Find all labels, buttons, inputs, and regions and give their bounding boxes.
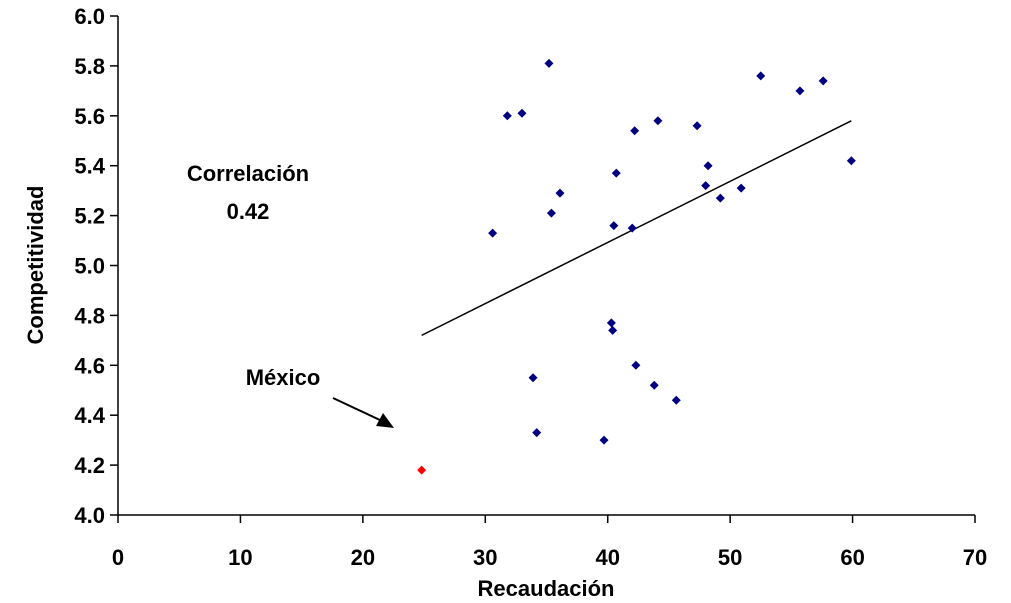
mexico-label: México [246, 365, 321, 390]
data-point [546, 208, 556, 218]
data-point [631, 360, 641, 370]
x-tick-label: 70 [963, 545, 987, 570]
y-tick-label: 5.0 [74, 254, 105, 279]
data-point [846, 156, 856, 166]
data-point [653, 116, 663, 126]
mexico-point [417, 465, 427, 475]
mexico-arrow [332, 397, 394, 428]
x-axis-title: Recaudación [478, 576, 615, 601]
data-point [609, 221, 619, 231]
data-point [627, 223, 637, 233]
y-axis-ticks: 4.0 4.2 4.4 4.6 4.8 5.0 5.2 5.4 5.6 5.8 6.0 [74, 4, 118, 528]
data-point [608, 325, 618, 335]
y-axis-title: Competitividad [23, 186, 48, 345]
x-tick-label: 10 [228, 545, 252, 570]
data-points [417, 58, 856, 475]
correlation-value: 0.42 [227, 199, 270, 224]
data-point [528, 373, 538, 383]
data-point [795, 86, 805, 96]
data-point [701, 181, 711, 191]
y-tick-label: 4.6 [74, 353, 105, 378]
y-tick-label: 5.4 [74, 154, 105, 179]
data-point [532, 428, 542, 438]
x-tick-label: 60 [840, 545, 864, 570]
data-point [692, 121, 702, 131]
data-point [736, 183, 746, 193]
y-tick-label: 4.0 [74, 503, 105, 528]
data-point [703, 161, 713, 171]
y-tick-label: 6.0 [74, 4, 105, 29]
data-point [818, 76, 828, 86]
y-tick-label: 5.2 [74, 204, 105, 229]
data-point [599, 435, 609, 445]
data-point [555, 188, 565, 198]
data-point [502, 111, 512, 121]
data-point [517, 108, 527, 118]
data-point [544, 58, 554, 68]
x-tick-label: 0 [112, 545, 124, 570]
y-tick-label: 4.2 [74, 453, 105, 478]
y-tick-label: 4.8 [74, 303, 105, 328]
y-tick-label: 5.8 [74, 54, 105, 79]
x-tick-label: 20 [351, 545, 375, 570]
data-point [649, 380, 659, 390]
data-point [715, 193, 725, 203]
data-point [671, 395, 681, 405]
data-point [488, 228, 498, 238]
data-point [756, 71, 766, 81]
x-tick-label: 40 [595, 545, 619, 570]
data-point [606, 318, 616, 328]
x-tick-label: 30 [473, 545, 497, 570]
data-point [630, 126, 640, 136]
correlation-label: Correlación [187, 161, 309, 186]
y-tick-label: 4.4 [74, 403, 105, 428]
axes [117, 16, 975, 516]
data-point [611, 168, 621, 178]
x-axis-ticks: 0 10 20 30 40 50 60 70 [112, 515, 987, 570]
y-tick-label: 5.6 [74, 104, 105, 129]
x-tick-label: 50 [718, 545, 742, 570]
